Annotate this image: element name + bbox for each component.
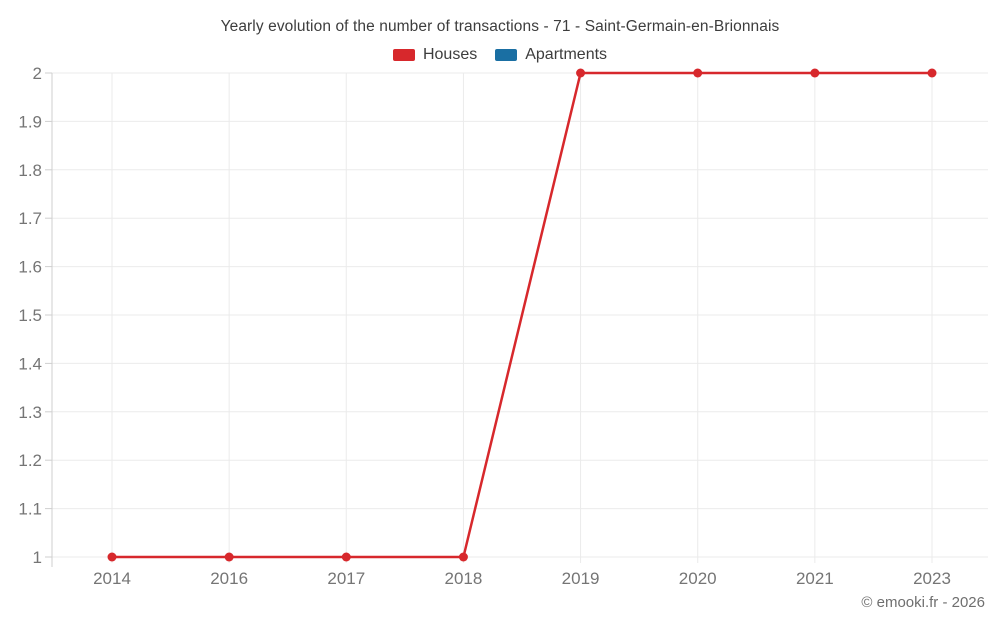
x-tick-label: 2018 (445, 569, 483, 588)
legend-item-houses[interactable]: Houses (392, 46, 478, 64)
y-tick-label: 1.1 (18, 500, 42, 519)
y-tick-label: 1.4 (18, 354, 42, 373)
y-tick-label: 2 (33, 64, 42, 83)
x-tick-label: 2016 (210, 569, 248, 588)
x-tick-label: 2023 (913, 569, 951, 588)
houses-data-point[interactable] (458, 552, 468, 562)
x-tick-label: 2019 (562, 569, 600, 588)
houses-data-point[interactable] (693, 68, 703, 78)
y-tick-label: 1.3 (18, 403, 42, 422)
apartments-legend-label: Apartments (525, 46, 608, 63)
chart-title: Yearly evolution of the number of transa… (220, 18, 780, 35)
x-tick-label: 2020 (679, 569, 717, 588)
y-tick-label: 1 (33, 548, 42, 567)
legend-item-apartments[interactable]: Apartments (495, 46, 607, 64)
apartments-legend-swatch-icon (495, 49, 518, 61)
y-tick-label: 1.2 (18, 451, 42, 470)
x-tick-label: 2014 (93, 569, 131, 588)
legend: Houses Apartments (0, 46, 1000, 64)
houses-data-point[interactable] (341, 552, 351, 562)
houses-data-point[interactable] (810, 68, 820, 78)
y-tick-label: 1.8 (18, 161, 42, 180)
y-tick-label: 1.5 (18, 306, 42, 325)
copyright-credit: © emooki.fr - 2026 (861, 594, 985, 611)
houses-data-point[interactable] (107, 552, 117, 562)
y-tick-label: 1.9 (18, 112, 42, 131)
y-tick-label: 1.6 (18, 258, 42, 277)
x-tick-label: 2017 (327, 569, 365, 588)
houses-data-point[interactable] (576, 68, 586, 78)
houses-legend-swatch-icon (392, 49, 415, 61)
houses-legend-label: Houses (422, 46, 478, 63)
houses-data-point[interactable] (224, 552, 234, 562)
x-tick-label: 2021 (796, 569, 834, 588)
y-tick-label: 1.7 (18, 209, 42, 228)
houses-series-line (110, 71, 934, 559)
houses-data-point[interactable] (927, 68, 937, 78)
